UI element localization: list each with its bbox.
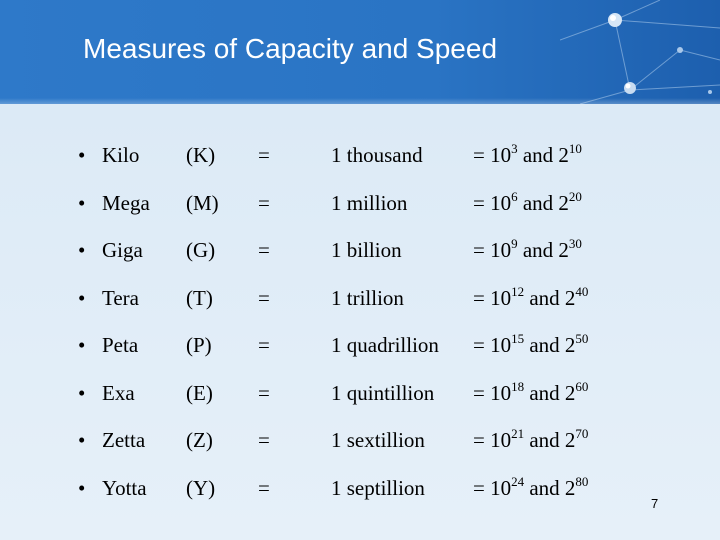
prefix-abbreviation: (Y) <box>186 475 216 500</box>
power-expression: = 1024 and 280 <box>473 473 589 501</box>
binary-base: and 2 <box>517 143 569 167</box>
value-in-words: 1 quadrillion <box>331 333 439 357</box>
prefix-row: • Tera (T) = 1 trillion = 1012 and 240 <box>0 283 720 316</box>
bullet: • <box>78 380 86 405</box>
bullet: • <box>78 190 86 215</box>
binary-base: and 2 <box>517 190 569 215</box>
power-expression: = 1021 and 270 <box>473 426 589 453</box>
binary-exponent: 70 <box>575 426 589 441</box>
prefix-abbreviation: (G) <box>186 238 216 262</box>
binary-base: and 2 <box>524 428 576 452</box>
binary-exponent: 80 <box>575 473 589 489</box>
binary-exponent: 30 <box>568 236 582 251</box>
equals-sign: = <box>258 143 270 167</box>
slide-body <box>0 104 720 540</box>
equals-sign: = <box>258 238 270 262</box>
prefix-row: • Exa (E) = 1 quintillion = 1018 and 260 <box>0 378 720 411</box>
prefix-abbreviation: (M) <box>186 190 219 215</box>
decimal-exponent: 15 <box>511 331 525 346</box>
prefix-row: • Peta (P) = 1 quadrillion = 1015 and 250 <box>0 331 720 363</box>
equals-sign: = <box>258 333 270 357</box>
binary-base: and 2 <box>524 380 576 405</box>
value-in-words: 1 billion <box>331 238 402 262</box>
decimal-exponent: 24 <box>511 473 525 489</box>
decimal-base: = 10 <box>473 333 512 357</box>
power-expression: = 106 and 220 <box>473 188 582 216</box>
power-expression: = 103 and 210 <box>473 141 582 168</box>
binary-exponent: 10 <box>568 141 582 156</box>
value-in-words: 1 trillion <box>331 285 404 310</box>
decimal-base: = 10 <box>473 380 512 405</box>
prefix-abbreviation: (T) <box>186 285 213 310</box>
value-in-words: 1 quintillion <box>331 380 435 405</box>
binary-exponent: 50 <box>575 331 589 346</box>
decimal-base: = 10 <box>473 143 512 167</box>
prefix-name: Kilo <box>102 143 140 167</box>
power-expression: = 1018 and 260 <box>473 378 589 406</box>
bullet: • <box>78 285 86 310</box>
power-expression: = 109 and 230 <box>473 236 582 263</box>
decimal-exponent: 12 <box>511 283 525 299</box>
prefix-abbreviation: (E) <box>186 380 213 405</box>
binary-base: and 2 <box>524 475 576 500</box>
prefix-name: Yotta <box>102 475 147 500</box>
equals-sign: = <box>258 380 270 405</box>
equals-sign: = <box>258 285 270 310</box>
prefix-row: • Zetta (Z) = 1 sextillion = 1021 and 270 <box>0 426 720 458</box>
bullet: • <box>78 143 86 167</box>
page-number: 7 <box>651 496 659 511</box>
decimal-base: = 10 <box>473 190 512 215</box>
prefix-row: • Mega (M) = 1 million = 106 and 220 <box>0 188 720 221</box>
value-in-words: 1 thousand <box>331 143 423 167</box>
prefix-row: • Yotta (Y) = 1 septillion = 1024 and 280 <box>0 473 720 506</box>
bullet: • <box>78 333 86 357</box>
prefix-name: Exa <box>102 380 135 405</box>
bullet: • <box>78 428 86 452</box>
power-expression: = 1012 and 240 <box>473 283 589 311</box>
network-nodes-decoration <box>560 0 720 104</box>
decimal-exponent: 3 <box>511 141 518 156</box>
prefix-abbreviation: (K) <box>186 143 216 167</box>
value-in-words: 1 septillion <box>331 475 425 500</box>
decimal-exponent: 18 <box>511 378 525 394</box>
equals-sign: = <box>258 428 270 452</box>
binary-base: and 2 <box>524 333 576 357</box>
prefix-name: Giga <box>102 238 143 262</box>
binary-base: and 2 <box>524 285 576 310</box>
decimal-base: = 10 <box>473 285 512 310</box>
decimal-base: = 10 <box>473 428 512 452</box>
bullet: • <box>78 238 86 262</box>
slide-title: Measures of Capacity and Speed <box>83 33 498 64</box>
decimal-base: = 10 <box>473 475 512 500</box>
prefix-name: Mega <box>102 190 150 215</box>
bullet: • <box>78 475 86 500</box>
title-bar: Measures of Capacity and Speed <box>0 0 720 104</box>
prefix-name: Tera <box>102 285 139 310</box>
prefix-name: Peta <box>102 333 139 357</box>
decimal-exponent: 9 <box>511 236 518 251</box>
value-in-words: 1 million <box>331 190 408 215</box>
equals-sign: = <box>258 475 270 500</box>
prefix-row: • Kilo (K) = 1 thousand = 103 and 210 <box>0 141 720 173</box>
binary-exponent: 40 <box>575 283 589 299</box>
prefix-abbreviation: (Z) <box>186 428 213 452</box>
prefix-abbreviation: (P) <box>186 333 212 357</box>
value-in-words: 1 sextillion <box>331 428 425 452</box>
binary-base: and 2 <box>517 238 569 262</box>
equals-sign: = <box>258 190 270 215</box>
prefix-name: Zetta <box>102 428 146 452</box>
binary-exponent: 20 <box>568 188 582 204</box>
decimal-exponent: 21 <box>511 426 525 441</box>
power-expression: = 1015 and 250 <box>473 331 589 358</box>
binary-exponent: 60 <box>575 378 589 394</box>
prefix-row: • Giga (G) = 1 billion = 109 and 230 <box>0 236 720 268</box>
decimal-base: = 10 <box>473 238 512 262</box>
decimal-exponent: 6 <box>511 188 518 204</box>
